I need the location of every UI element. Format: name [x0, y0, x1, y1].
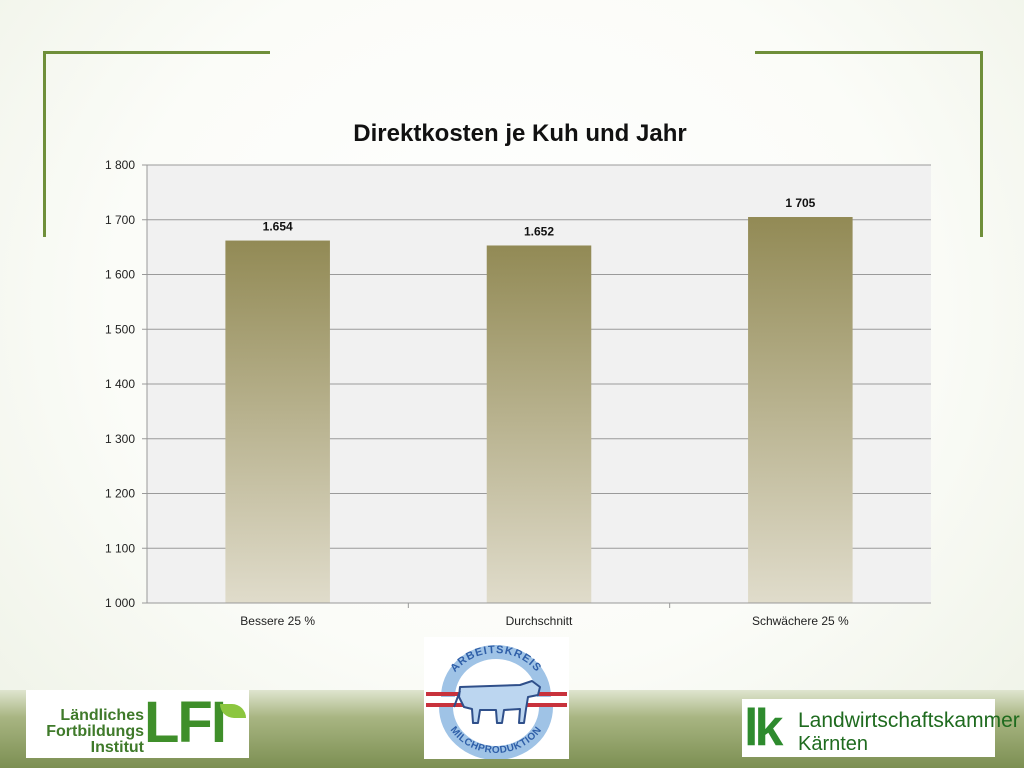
y-tick-label: 1 000 [105, 596, 135, 610]
arbeitskreis-logo: ARBEITSKREIS MILCHPRODUKTION [424, 637, 569, 760]
frame-line-left [43, 51, 46, 237]
leaf-icon [220, 704, 246, 718]
bar [748, 217, 853, 603]
chart-title: Direktkosten je Kuh und Jahr [353, 120, 686, 147]
cow-icon [453, 680, 541, 724]
bars [225, 217, 853, 604]
y-tick-label: 1 800 [105, 158, 135, 172]
y-axis-ticks: 1 000 1 100 1 200 1 300 1 400 1 500 1 600 1 700… [105, 158, 147, 610]
arbeitskreis-bottom-text: MILCHPRODUKTION [448, 725, 544, 756]
frame-line-top-right [755, 51, 983, 54]
data-label: 1.654 [263, 220, 293, 234]
x-axis-labels: Bessere 25 % Durchschnitt Schwächere 25 % [240, 603, 849, 628]
landwirtschaftskammer-logo: lk Landwirtschaftskammer Kärnten [742, 699, 1020, 757]
lk-logo-mark: lk [744, 699, 783, 757]
y-tick-label: 1 400 [105, 377, 135, 391]
lfi-logo: Ländliches Fortbildungs Institut LFI [26, 690, 249, 758]
arbeitskreis-emblem: ARBEITSKREIS MILCHPRODUKTION [426, 644, 567, 760]
lfi-logo-text: Ländliches Fortbildungs Institut [46, 707, 144, 756]
frame-line-right [980, 51, 983, 237]
x-tick-label: Bessere 25 % [240, 614, 315, 628]
bar [486, 245, 592, 604]
x-tick-label: Durchschnitt [506, 614, 573, 628]
y-tick-label: 1 700 [105, 213, 135, 227]
lk-logo-line2: Kärnten [798, 733, 869, 755]
data-label: 1.652 [524, 224, 554, 238]
frame-line-top-left [43, 51, 270, 54]
svg-text:MILCHPRODUKTION: MILCHPRODUKTION [448, 725, 544, 756]
lk-logo-line1: Landwirtschaftskammer [798, 709, 1020, 732]
bar [225, 240, 330, 603]
y-tick-label: 1 100 [105, 541, 135, 555]
y-tick-label: 1 200 [105, 487, 135, 501]
y-tick-label: 1 300 [105, 432, 135, 446]
y-tick-label: 1 600 [105, 268, 135, 282]
x-tick-label: Schwächere 25 % [752, 614, 849, 628]
data-label: 1 705 [785, 196, 815, 210]
y-tick-label: 1 500 [105, 322, 135, 336]
lfi-logo-mark: LFI [144, 690, 227, 755]
data-labels: 1.654 1.652 1 705 [263, 196, 816, 238]
